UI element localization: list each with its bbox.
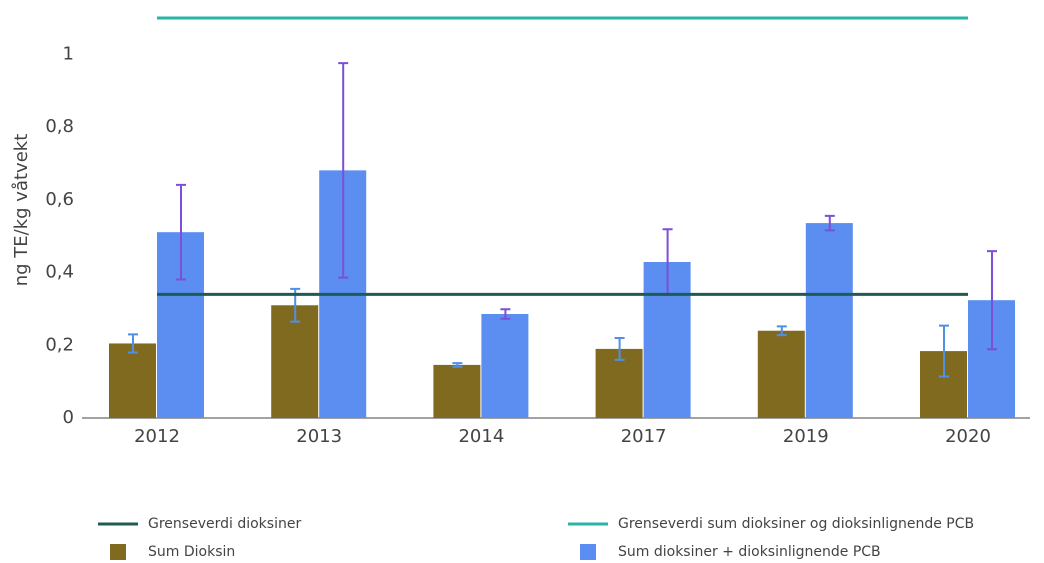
y-tick-label: 0,2 [45, 334, 74, 355]
x-tick-label: 2017 [621, 426, 667, 447]
legend-label: Grenseverdi sum dioksiner og dioksinlign… [618, 516, 974, 532]
error-bar [500, 308, 511, 320]
x-tick-label: 2020 [945, 426, 991, 447]
legend-label: Sum dioksiner + dioksinlignende PCB [618, 544, 881, 560]
legend-swatch [580, 544, 596, 560]
x-tick-label: 2013 [296, 426, 342, 447]
error-bar [824, 214, 835, 232]
x-tick-label: 2012 [134, 426, 180, 447]
error-bar [939, 324, 949, 378]
error-bar [776, 325, 787, 337]
x-tick-label: 2019 [783, 426, 829, 447]
y-tick-label: 0 [63, 407, 74, 428]
error-bar [338, 62, 349, 279]
error-bar [176, 183, 186, 281]
y-tick-label: 1 [63, 43, 74, 64]
bar [805, 223, 853, 418]
x-tick-label: 2014 [458, 426, 504, 447]
bar [433, 364, 481, 418]
legend-label: Sum Dioksin [148, 544, 235, 560]
y-axis-label: ng TE/kg våtvekt [11, 134, 32, 287]
error-bar [614, 337, 625, 361]
legend-swatch [110, 544, 126, 560]
bar [757, 330, 805, 418]
error-bar [452, 362, 463, 368]
error-bar [128, 333, 138, 354]
y-tick-label: 0,4 [45, 262, 74, 283]
bar [481, 314, 529, 418]
bar [109, 343, 156, 418]
y-tick-label: 0,8 [45, 116, 74, 137]
error-bar [987, 250, 997, 351]
y-tick-label: 0,6 [45, 189, 74, 210]
legend-label: Grenseverdi dioksiner [148, 516, 301, 532]
bar [271, 305, 319, 418]
